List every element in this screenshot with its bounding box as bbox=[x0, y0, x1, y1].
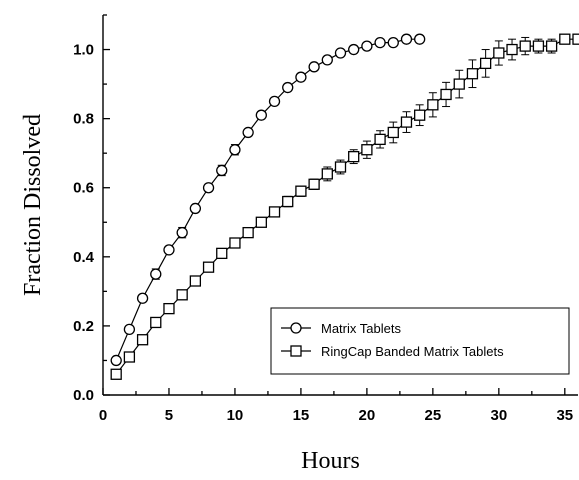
data-point bbox=[176, 226, 188, 239]
series-matrix-tablets bbox=[110, 33, 426, 367]
data-point bbox=[242, 226, 254, 239]
data-point bbox=[334, 161, 347, 173]
data-point bbox=[255, 109, 267, 121]
data-point bbox=[202, 261, 215, 273]
data-point bbox=[400, 116, 413, 128]
data-point bbox=[216, 164, 228, 177]
series-ringcap-tablets bbox=[110, 33, 579, 380]
y-tick-label: 0.2 bbox=[73, 318, 94, 335]
data-point bbox=[361, 40, 373, 52]
x-tick-label: 20 bbox=[359, 407, 376, 424]
data-point bbox=[348, 150, 360, 163]
data-point bbox=[374, 133, 386, 146]
data-point bbox=[414, 33, 426, 45]
x-tick-label: 30 bbox=[490, 407, 507, 424]
legend-entry-matrix-tablets: Matrix Tablets bbox=[281, 321, 401, 336]
data-point bbox=[427, 99, 439, 111]
x-tick-label: 5 bbox=[165, 407, 173, 424]
legend: Matrix Tablets RingCap Banded Matrix Tab… bbox=[270, 307, 570, 375]
data-point bbox=[136, 292, 149, 304]
data-point bbox=[255, 216, 267, 228]
data-point bbox=[282, 81, 294, 94]
legend-label-ringcap-tablets: RingCap Banded Matrix Tablets bbox=[321, 344, 504, 359]
data-point bbox=[189, 202, 202, 215]
data-point bbox=[519, 40, 531, 52]
data-point bbox=[176, 289, 188, 301]
data-point bbox=[348, 43, 360, 56]
data-point bbox=[493, 47, 505, 59]
data-point bbox=[268, 95, 281, 108]
data-point bbox=[110, 368, 122, 380]
data-point bbox=[295, 185, 307, 197]
data-point bbox=[150, 268, 162, 280]
data-point bbox=[123, 351, 136, 363]
data-point bbox=[572, 33, 579, 45]
data-point bbox=[321, 54, 333, 66]
x-tick-label: 0 bbox=[99, 407, 107, 424]
data-point bbox=[282, 195, 294, 208]
data-point bbox=[308, 61, 320, 73]
ticks: 0 5 10 15 20 25 30 35 0.0 0.2 0.4 0.6 0.8 1.0 bbox=[73, 14, 573, 424]
data-point bbox=[242, 126, 254, 139]
data-point bbox=[334, 47, 347, 59]
y-tick-label: 0.6 bbox=[73, 180, 94, 197]
x-tick-label: 35 bbox=[556, 407, 573, 424]
data-point bbox=[440, 88, 452, 101]
legend-circle-marker bbox=[290, 322, 302, 334]
data-point bbox=[123, 323, 136, 336]
data-point bbox=[374, 36, 386, 49]
series-layer bbox=[110, 33, 579, 380]
data-point bbox=[400, 33, 413, 45]
data-point bbox=[268, 206, 281, 218]
legend-box bbox=[270, 307, 570, 375]
x-tick-label: 25 bbox=[425, 407, 442, 424]
y-tick-label: 0.8 bbox=[73, 111, 94, 128]
data-point bbox=[308, 178, 320, 190]
data-point bbox=[387, 126, 399, 139]
x-tick-label: 15 bbox=[293, 407, 310, 424]
y-tick-label: 0.0 bbox=[73, 387, 94, 404]
data-point bbox=[506, 43, 518, 56]
data-point bbox=[163, 244, 175, 256]
data-point bbox=[479, 57, 492, 70]
data-point bbox=[202, 182, 215, 194]
data-point bbox=[466, 68, 479, 80]
legend-entry-ringcap-tablets: RingCap Banded Matrix Tablets bbox=[281, 344, 504, 359]
data-point bbox=[453, 78, 465, 90]
data-point bbox=[150, 316, 162, 329]
data-point bbox=[414, 109, 426, 121]
data-point bbox=[295, 71, 307, 83]
data-point bbox=[532, 40, 545, 52]
data-point bbox=[229, 144, 241, 156]
data-point bbox=[559, 33, 571, 45]
data-point bbox=[229, 237, 241, 249]
legend-square-marker bbox=[290, 345, 302, 357]
y-axis-title: Fraction Dissolved bbox=[20, 114, 46, 296]
data-point bbox=[216, 247, 228, 260]
y-tick-label: 0.4 bbox=[73, 249, 95, 266]
data-point bbox=[136, 334, 149, 346]
data-point bbox=[110, 354, 122, 367]
y-tick-label: 1.0 bbox=[73, 42, 94, 59]
x-tick-label: 10 bbox=[227, 407, 244, 424]
data-point bbox=[189, 275, 202, 287]
data-point bbox=[163, 302, 175, 315]
legend-label-matrix-tablets: Matrix Tablets bbox=[321, 321, 401, 336]
data-point bbox=[361, 144, 373, 156]
data-point bbox=[321, 168, 333, 180]
x-axis-title: Hours bbox=[301, 448, 360, 474]
data-point bbox=[387, 36, 399, 49]
data-point bbox=[545, 40, 558, 52]
